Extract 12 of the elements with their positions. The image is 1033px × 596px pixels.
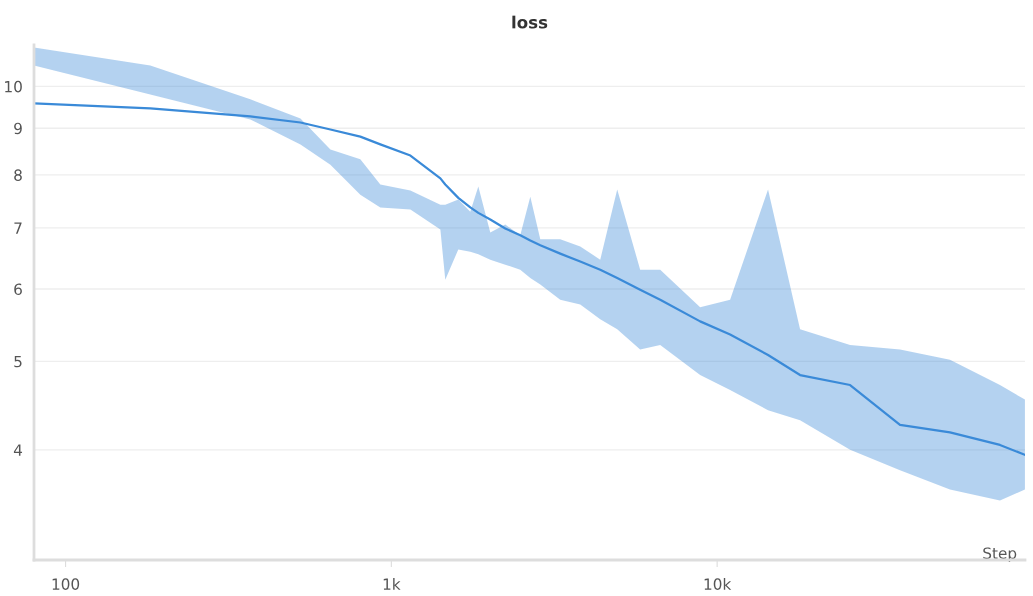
y-tick-label: 8 — [14, 169, 22, 181]
x-axis-title: Step — [983, 547, 1017, 562]
y-tick-label: 6 — [14, 283, 22, 296]
y-tick-label: 10 — [5, 80, 22, 93]
chart-title: loss — [512, 15, 548, 29]
y-tick-label: 4 — [13, 444, 23, 456]
x-tick-label: 10k — [704, 578, 732, 590]
y-tick-label: 5 — [14, 356, 22, 368]
y-tick-label: 9 — [14, 122, 22, 135]
x-tick-label: 1k — [383, 578, 401, 590]
x-tick-label: 100 — [52, 578, 80, 590]
y-tick-label: 7 — [14, 222, 22, 234]
